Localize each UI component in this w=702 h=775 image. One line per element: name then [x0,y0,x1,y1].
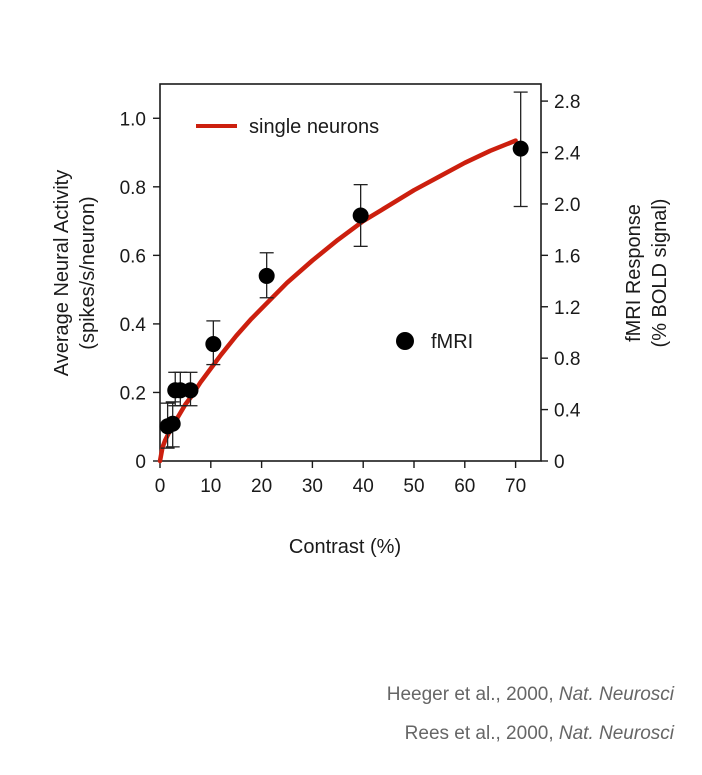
x-axis: 0 10 20 30 40 50 60 70 [155,461,526,497]
y-left-tick-label-3: 0.6 [120,246,146,267]
citation-rees-journal: Nat. Neurosci [558,723,674,744]
x-tick-label-3: 30 [302,476,323,497]
y-right-tick-label-1: 0.4 [554,401,581,422]
plot-frame [159,83,542,462]
y-axis-left: 0 0.2 0.4 0.6 0.8 1.0 [120,109,160,473]
y-left-tick-label-2: 0.4 [120,315,147,336]
y-right-tick-label-3: 1.2 [554,298,580,319]
fmri-point-5 [205,336,222,353]
fmri-point-8 [512,140,529,157]
y-right-tick-label-5: 2.0 [554,195,580,216]
y-right-tick-label-2: 0.8 [554,349,580,370]
y-axis-right-title-line2: (% BOLD signal) [649,199,671,348]
x-tick-label-6: 60 [454,476,475,497]
citation-rees-authors: Rees et al., 2000, [404,723,559,744]
x-tick-label-4: 40 [353,476,374,497]
axis-titles: Contrast (%) Average Neural Activity (sp… [51,170,671,558]
x-tick-label-0: 0 [155,476,166,497]
citation-heeger-journal: Nat. Neurosci [558,684,674,705]
citation-heeger-authors: Heeger et al., 2000, [386,684,559,705]
y-right-tick-label-4: 1.6 [554,246,580,267]
y-right-tick-label-0: 0 [554,452,565,473]
y-left-tick-label-5: 1.0 [120,109,146,130]
fmri-point-7 [352,207,369,224]
legend-label-single-neurons: single neurons [249,116,379,138]
y-axis-left-title-line1: Average Neural Activity [51,170,73,376]
legend: single neurons fMRI [196,116,473,353]
x-tick-label-7: 70 [505,476,526,497]
fmri-point-1 [164,415,181,432]
y-left-tick-label-4: 0.8 [120,178,146,199]
y-left-tick-label-1: 0.2 [120,383,146,404]
y-right-tick-label-7: 2.8 [554,92,580,113]
x-tick-label-5: 50 [403,476,424,497]
plot-area [159,83,542,462]
y-left-tick-label-0: 0 [135,452,146,473]
fmri-point-4 [182,382,199,399]
series-line-single-neurons [157,138,518,464]
series-layer [157,91,529,464]
citation-heeger: Heeger et al., 2000, Nat. Neurosci [387,684,674,706]
y-right-tick-label-6: 2.4 [554,144,581,165]
legend-circle-marker [396,332,414,350]
citation-rees: Rees et al., 2000, Nat. Neurosci [405,723,674,745]
y-axis-right-title-line1: fMRI Response [623,204,645,342]
x-tick-label-1: 10 [200,476,221,497]
y-axis-right: 0 0.4 0.8 1.2 1.6 2.0 2.4 2.8 [541,92,581,473]
y-axis-left-title-line2: (spikes/s/neuron) [77,196,99,349]
x-tick-label-2: 20 [251,476,272,497]
legend-label-fmri: fMRI [431,331,473,353]
x-axis-title: Contrast (%) [289,536,401,558]
fmri-point-6 [258,267,275,284]
